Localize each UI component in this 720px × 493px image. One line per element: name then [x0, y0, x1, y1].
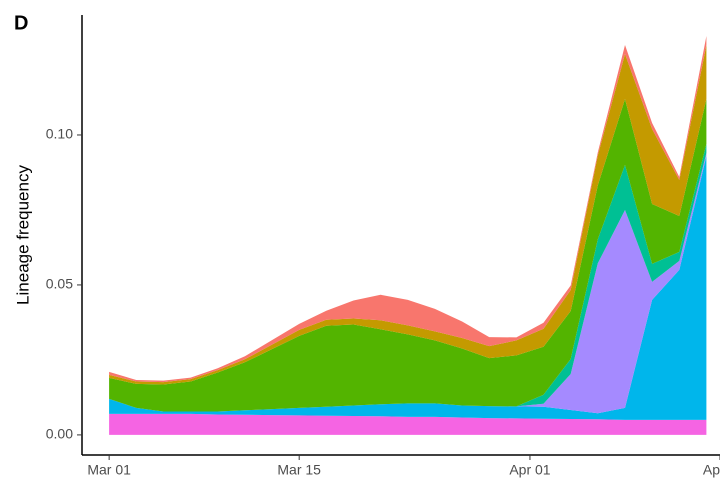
- y-axis-label: Lineage frequency: [13, 165, 32, 305]
- area: [109, 36, 707, 383]
- area: [109, 413, 707, 435]
- x-tick-label: Mar 01: [87, 462, 131, 478]
- area: [109, 99, 707, 412]
- y-tick-label: 0.05: [46, 276, 73, 292]
- y-tick-label: 0.00: [46, 426, 73, 442]
- x-tick-label: Apr 01: [509, 462, 550, 478]
- y-tick-label: 0.10: [46, 126, 73, 142]
- x-tick-label: Ap: [703, 462, 720, 478]
- area: [109, 45, 707, 385]
- panel-label: D: [14, 12, 28, 34]
- x-tick-label: Mar 15: [277, 462, 321, 478]
- area: [109, 156, 707, 420]
